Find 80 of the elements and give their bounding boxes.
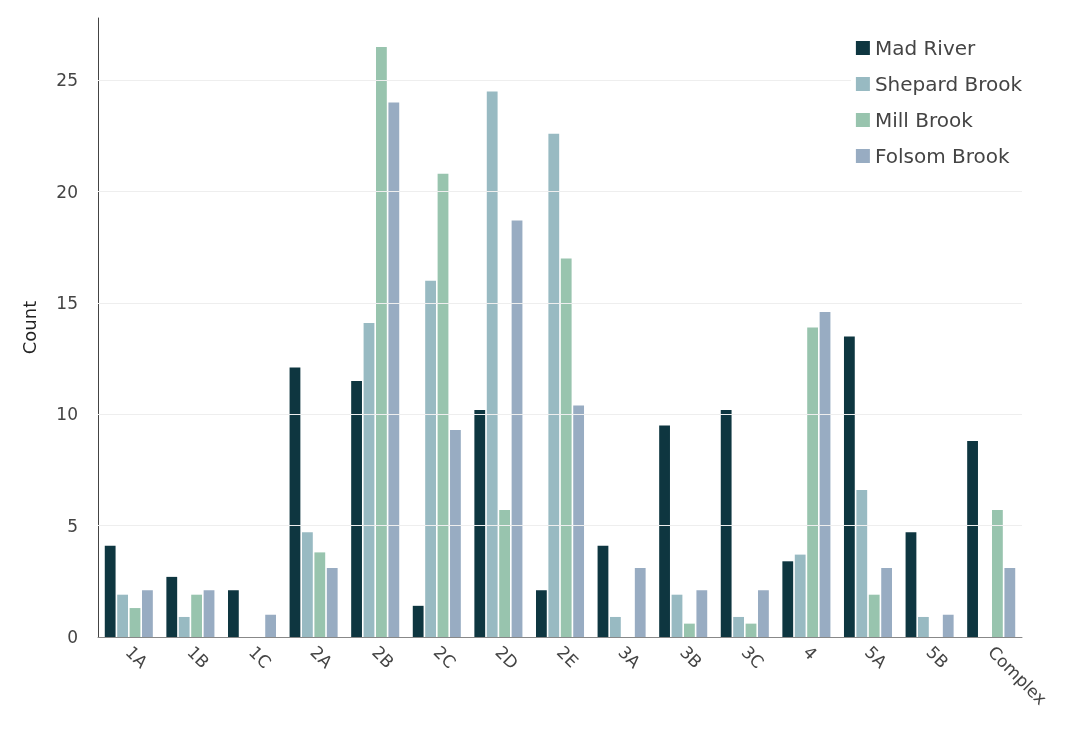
bar: [499, 510, 511, 637]
legend-label: Folsom Brook: [874, 144, 1010, 168]
bar: [1004, 567, 1016, 637]
bar: [412, 605, 424, 637]
bar: [597, 545, 609, 637]
bar: [905, 532, 917, 637]
bar: [301, 532, 313, 637]
bar: [535, 590, 547, 637]
bar: [967, 441, 978, 637]
bar: [881, 567, 893, 637]
bar: [351, 380, 362, 637]
legend-label: Mill Brook: [874, 108, 974, 132]
x-tick-label: 2A: [306, 641, 337, 673]
bar: [573, 405, 585, 637]
x-tick-label: 2D: [491, 641, 523, 673]
x-tick-label: 3B: [676, 641, 707, 672]
x-tick-label: 1C: [244, 641, 276, 673]
bar: [104, 545, 116, 637]
bar: [203, 590, 215, 637]
x-tick-label: 1A: [121, 641, 152, 673]
y-tick-label: 20: [56, 181, 78, 202]
bar: [227, 590, 239, 637]
bar: [437, 173, 449, 637]
y-axis-title: Count: [18, 300, 40, 355]
bar: [511, 220, 523, 637]
bar: [868, 594, 880, 637]
bar: [856, 490, 868, 637]
bar: [117, 594, 128, 637]
x-tick-label: 3A: [614, 641, 645, 673]
x-tick-label: 3C: [737, 641, 768, 673]
bar: [917, 616, 929, 637]
bar: [129, 608, 141, 637]
bar: [326, 567, 338, 637]
bar: [758, 590, 769, 637]
bar: [684, 623, 695, 637]
bar: [634, 567, 646, 637]
bar: [265, 614, 277, 637]
y-tick-label: 10: [56, 404, 78, 425]
y-tick-label: 25: [56, 70, 78, 91]
x-tick-label: 2C: [429, 641, 460, 673]
bar: [807, 327, 819, 637]
bar: [363, 323, 375, 637]
bar: [942, 614, 954, 637]
bar: [314, 552, 326, 637]
bar: [609, 616, 621, 637]
x-tick-label: 5A: [860, 641, 892, 673]
bar: [843, 336, 855, 637]
bar: [733, 616, 744, 637]
y-tick-label: 0: [67, 627, 78, 647]
bar: [376, 46, 387, 637]
bar: [794, 554, 806, 637]
bar: [486, 91, 498, 637]
x-tick-label: 5B: [922, 641, 953, 672]
bar: [425, 280, 436, 637]
bar: [560, 258, 572, 637]
x-tick-label: 2B: [368, 641, 399, 672]
y-tick-label: 5: [67, 515, 78, 536]
x-tick-label: 2E: [552, 641, 583, 672]
bar: [696, 590, 708, 637]
bar: [819, 311, 831, 637]
bar: [548, 133, 560, 637]
bar: [671, 594, 683, 637]
bar: [745, 623, 757, 637]
bar: [178, 616, 190, 637]
bar: [720, 409, 732, 637]
x-tick-label: 4: [799, 641, 822, 664]
bar: [166, 576, 178, 637]
legend-label: Mad River: [874, 36, 977, 60]
bar: [474, 409, 486, 637]
bar: [992, 510, 1003, 637]
bar: [450, 429, 461, 637]
x-tick-label: 1B: [183, 641, 214, 672]
legend-label: Shepard Brook: [874, 72, 1023, 96]
bar: [659, 425, 670, 637]
bar: [289, 367, 301, 637]
bar: [191, 594, 203, 637]
bar: [388, 102, 400, 637]
bar: [782, 561, 794, 637]
y-tick-label: 15: [56, 293, 78, 314]
bar: [142, 590, 153, 637]
